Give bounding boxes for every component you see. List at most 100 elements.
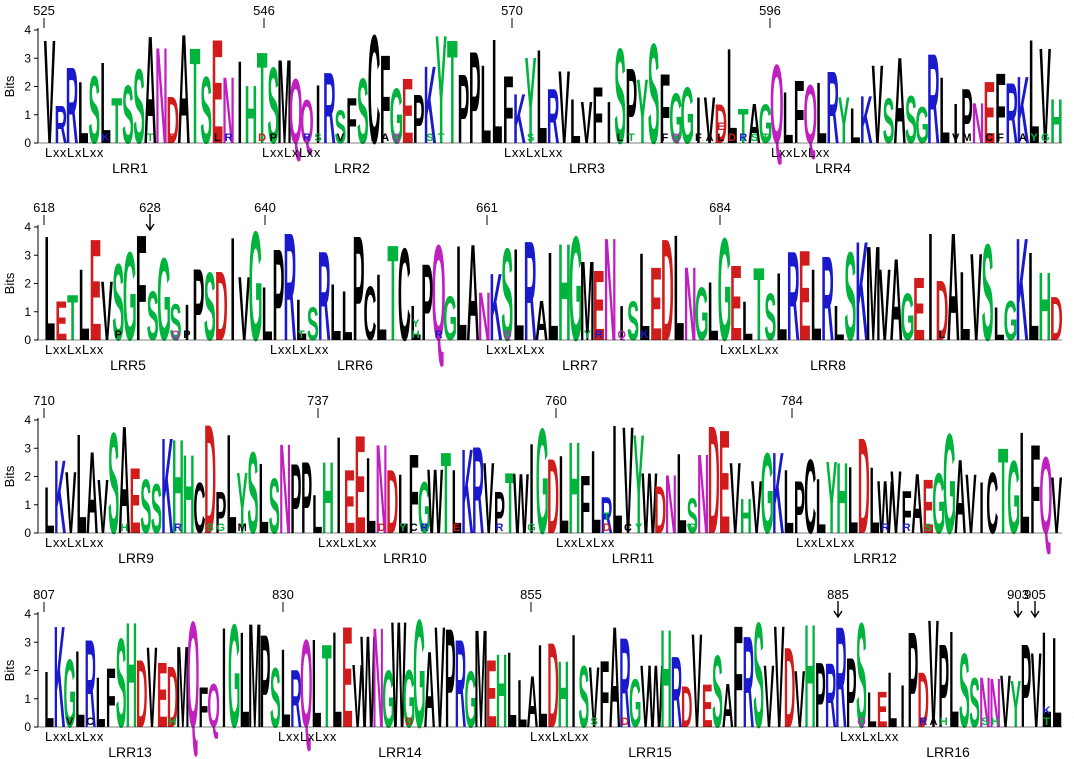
logo-letter-E: E	[719, 401, 730, 565]
logo-letter-D: D	[661, 208, 674, 371]
minor-letter-E: E	[453, 522, 460, 534]
logo-letter-S: S	[140, 464, 151, 550]
motif-label: LxxLxLxx	[796, 535, 855, 550]
logo-letter-I: I	[900, 674, 904, 741]
minor-letter-M: M	[962, 132, 971, 144]
logo-letter-L: L	[727, 20, 738, 173]
logo-letter-A: A	[722, 671, 734, 741]
minor-letter-H: H	[629, 329, 637, 341]
logo-letter-V: V	[1039, 20, 1051, 173]
logo-letter-C: C	[986, 455, 998, 552]
logo-letter-L: L	[536, 22, 547, 172]
minor-letter-Y: Y	[847, 329, 855, 341]
minor-letter-S: S	[689, 522, 696, 534]
logo-letter-S: S	[108, 402, 119, 564]
logo-letter-R: R	[825, 645, 837, 748]
minor-letter-Q: Q	[171, 329, 180, 341]
position-label: 807	[33, 587, 55, 602]
motif-label: LxxLxLxx	[278, 729, 337, 744]
logo-letter-G: G	[443, 283, 457, 354]
minor-letter-S: S	[314, 132, 321, 144]
logo-letter-P: P	[273, 221, 285, 368]
logo-letter-S: S	[112, 241, 124, 364]
minor-letter-T: T	[603, 511, 610, 523]
logo-letter-N: N	[979, 664, 991, 744]
logo-letter-L: L	[312, 613, 322, 755]
minor-letter-G: G	[1041, 132, 1050, 144]
logo-letter-N: N	[222, 58, 235, 164]
logo-letter-R: R	[318, 227, 331, 368]
position-label: 855	[520, 587, 542, 602]
logo-letter-H: H	[183, 431, 195, 557]
logo-letter-V: V	[435, 596, 446, 758]
minor-letter-G: G	[217, 522, 226, 534]
logo-letter-G: G	[569, 205, 583, 372]
position-label: 885	[827, 587, 849, 602]
repeat-label-lrr10: LRR10	[383, 550, 427, 566]
position-label: 905	[1024, 587, 1046, 602]
logo-letter-C: C	[398, 221, 411, 368]
minor-letter-M: M	[238, 522, 247, 534]
logo-letter-T: T	[447, 10, 458, 176]
logo-letter-L: L	[44, 205, 55, 372]
minor-letter-H: H	[169, 716, 177, 728]
logo-letter-A: A	[748, 92, 761, 156]
logo-letter-V: V	[1031, 632, 1042, 751]
logo-letter-S: S	[969, 664, 980, 743]
logo-letter-L: L	[959, 251, 970, 361]
y-tick-label: 1	[24, 305, 31, 319]
logo-letter-E: E	[730, 244, 742, 364]
logo-letter-G: G	[669, 80, 683, 160]
repeat-label-lrr9: LRR9	[118, 550, 154, 566]
logo-letter-L: L	[784, 451, 794, 553]
position-label: 525	[33, 3, 55, 18]
logo-letter-V: V	[352, 646, 363, 746]
minor-letter-Y: Y	[1030, 132, 1038, 144]
logo-letter-F: F	[600, 642, 610, 748]
logo-letter-N: N	[372, 598, 384, 758]
logo-letter-L: L	[538, 619, 548, 752]
minor-letter-S: S	[924, 522, 931, 534]
logo-letter-L: L	[492, 8, 503, 175]
logo-letter-L: L	[451, 451, 461, 553]
logo-letter-P: P	[445, 601, 456, 758]
logo-letter-H: H	[568, 414, 580, 561]
logo-letter-S: S	[170, 295, 182, 353]
logo-letter-D: D	[935, 264, 948, 359]
logo-letter-V: V	[764, 646, 775, 746]
logo-letter-I: I	[571, 608, 575, 757]
y-tick-label: 3	[24, 248, 31, 262]
minor-letter-A: A	[929, 716, 937, 728]
logo-letter-T: T	[111, 86, 122, 158]
logo-letter-A: A	[954, 439, 966, 556]
logo-letter-N: N	[989, 664, 1001, 743]
logo-letter-T: T	[190, 20, 201, 173]
logo-letter-V: V	[965, 457, 976, 551]
logo-letter-D: D	[917, 656, 929, 745]
logo-letter-F: F	[902, 480, 912, 547]
logo-letter-K: K	[54, 596, 66, 758]
y-tick-label: 0	[24, 136, 31, 150]
minor-letter-H: H	[940, 716, 948, 728]
logo-letter-R: R	[323, 52, 336, 165]
minor-letter-A: A	[1019, 132, 1027, 144]
logo-letter-L: L	[44, 656, 54, 745]
motif-label: LxxLxLxx	[840, 729, 899, 744]
logo-letter-G: G	[759, 93, 773, 155]
logo-letter-A: A	[609, 596, 621, 758]
y-axis-label: Bits	[2, 465, 17, 487]
logo-letter-T: T	[998, 422, 1008, 559]
logo-letter-S: S	[712, 633, 723, 749]
logo-letter-R: R	[455, 613, 467, 753]
minor-letter-Q: Q	[857, 716, 866, 728]
minor-letter-F: F	[695, 132, 702, 144]
minor-letter-P: P	[115, 329, 122, 341]
minor-letter-R: R	[420, 522, 428, 534]
logo-letter-F: F	[733, 595, 743, 758]
minor-letter-C: C	[410, 522, 418, 534]
motif-label: LxxLxLxx	[45, 729, 104, 744]
logo-letter-R: R	[927, 28, 940, 171]
logo-letter-C: C	[193, 470, 205, 550]
motif-label: LxxLxLxx	[486, 342, 545, 357]
logo-letter-Q: Q	[803, 68, 817, 161]
